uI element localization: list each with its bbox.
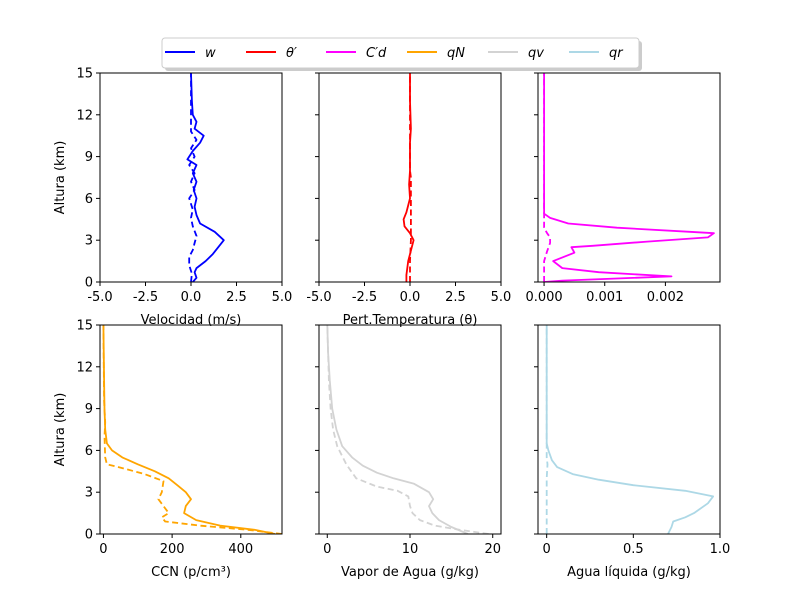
x-tick-label: 0 (99, 542, 107, 557)
legend-label: qr (609, 46, 624, 61)
series-solid (543, 73, 715, 282)
x-axis-label: CCN (p/cm³) (151, 565, 231, 580)
y-tick-label: 6 (85, 444, 93, 459)
x-axis-label: Velocidad (m/s) (141, 313, 242, 328)
x-tick-label: 200 (160, 542, 185, 557)
x-tick-label: -5.0 (87, 290, 112, 305)
x-tick-label: 10 (402, 542, 419, 557)
axes-frame (99, 324, 283, 535)
y-tick-label: 6 (85, 192, 93, 207)
y-axis-label: Altura (km) (53, 393, 68, 467)
y-tick-label: 3 (85, 486, 93, 501)
panel-qr: 0 0.5 1.0 Agua líquida (g/kg) (534, 324, 731, 580)
x-tick-label: -5.0 (306, 290, 331, 305)
x-tick-label: 400 (228, 542, 253, 557)
y-tick-label: 9 (85, 402, 93, 417)
x-tick-label: 0 (543, 542, 551, 557)
x-tick-label: 2.5 (226, 290, 247, 305)
series-dashed (409, 73, 412, 282)
x-tick-label: 1.0 (710, 542, 731, 557)
x-axis-label: Agua líquida (g/kg) (567, 565, 691, 580)
y-axis-label: Altura (km) (53, 141, 68, 215)
series-dashed (545, 325, 549, 534)
legend-label: C′d (366, 46, 387, 61)
series-dashed (326, 325, 489, 534)
y-tick-label: 12 (76, 360, 93, 375)
y-tick-label: 9 (85, 150, 93, 165)
legend-frame (161, 37, 640, 69)
series-solid (102, 325, 276, 534)
y-tick-label: 0 (85, 528, 93, 543)
x-tick-label: -2.5 (133, 290, 158, 305)
x-tick-label: 5.0 (272, 290, 293, 305)
x-tick-label: 0.0 (181, 290, 202, 305)
legend: w θ′ C′d qN qv qr (161, 37, 642, 71)
axes-frame (537, 72, 721, 283)
x-tick-label: 0.0 (400, 290, 421, 305)
x-tick-label: 5.0 (491, 290, 512, 305)
panel-qv: 0 10 20 Vapor de Agua (g/kg) (315, 324, 502, 580)
panel-theta: -5.0 -2.5 0.0 2.5 5.0 Pert.Temperatura (θ) (306, 72, 512, 328)
series-solid (326, 325, 469, 534)
panels: 0 3 6 9 12 15 -5.0 -2.5 0.0 2.5 5.0 Velocidad (m/s)… (53, 67, 730, 581)
x-tick-label: 0.000 (525, 290, 562, 305)
x-tick-label: 20 (484, 542, 501, 557)
legend-label: w (205, 46, 216, 61)
panel-qn: 0 3 6 9 12 15 0 200 400 CCN (p/cm³) Altura (km) (53, 319, 283, 580)
series-dashed (188, 73, 198, 282)
x-tick-label: 0.002 (647, 290, 684, 305)
legend-label: θ′ (286, 46, 297, 61)
y-tick-label: 15 (76, 67, 93, 82)
x-tick-label: 0 (323, 542, 331, 557)
x-tick-label: 0.001 (586, 290, 623, 305)
x-axis-label: Vapor de Agua (g/kg) (341, 565, 479, 580)
x-tick-label: 2.5 (445, 290, 466, 305)
x-tick-label: -2.5 (352, 290, 377, 305)
y-tick-label: 12 (76, 108, 93, 123)
y-tick-label: 3 (85, 234, 93, 249)
panel-w: 0 3 6 9 12 15 -5.0 -2.5 0.0 2.5 5.0 Velocidad (m/s)… (53, 67, 292, 329)
legend-label: qv (528, 46, 544, 61)
series-solid (545, 325, 714, 534)
y-tick-label: 0 (85, 276, 93, 291)
x-tick-label: 0.5 (623, 542, 644, 557)
series-dashed (543, 73, 551, 282)
x-axis-label: Pert.Temperatura (θ) (343, 313, 478, 328)
axes-frame (537, 324, 721, 535)
series-dashed (102, 325, 282, 534)
y-tick-label: 15 (76, 319, 93, 334)
legend-label: qN (447, 46, 465, 61)
series-solid (402, 73, 415, 282)
panel-cd: 0.000 0.001 0.002 (525, 72, 721, 305)
